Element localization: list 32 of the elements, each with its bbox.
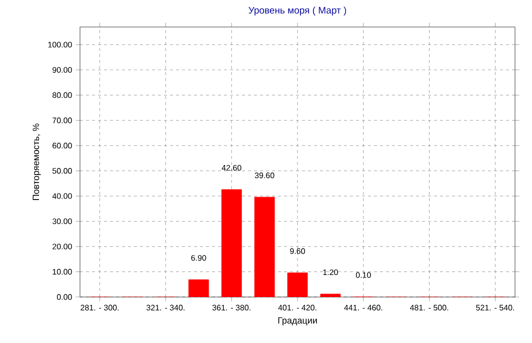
y-tick-label: 10.00 <box>52 268 72 275</box>
bar <box>287 272 308 297</box>
x-tick-label: 481. - 500. <box>410 304 448 310</box>
bar <box>221 189 242 297</box>
x-tick-label: 401. - 420. <box>278 304 316 310</box>
data-label: 0.10 <box>356 272 371 278</box>
y-tick-label: 50.00 <box>52 168 72 174</box>
y-tick-label: 60.00 <box>52 142 72 148</box>
bar <box>320 294 341 297</box>
y-tick-label: 0.00 <box>56 294 72 300</box>
data-label: 6.90 <box>191 255 206 261</box>
y-tick-label: 90.00 <box>52 67 72 73</box>
y-tick-label: 40.00 <box>52 193 72 199</box>
chart-title: Уровень моря ( Март ) <box>248 6 346 16</box>
y-tick-label: 30.00 <box>52 218 72 224</box>
bar <box>188 279 209 297</box>
y-tick-label: 70.00 <box>52 118 72 124</box>
x-tick-label: 521. - 540. <box>476 304 514 310</box>
data-label: 39.60 <box>254 172 274 178</box>
data-label: 9.60 <box>290 248 305 254</box>
y-tick-label: 80.00 <box>52 92 72 98</box>
data-label: 42.60 <box>222 164 242 171</box>
y-tick-label: 100.00 <box>48 42 72 48</box>
y-axis-title: Повторяемость, % <box>32 124 41 200</box>
x-tick-label: 321. - 340. <box>146 304 184 310</box>
x-tick-label: 441. - 460. <box>344 304 382 310</box>
bar <box>254 196 275 297</box>
x-tick-label: 281. - 300. <box>80 304 119 310</box>
data-label: 1.20 <box>323 269 338 276</box>
x-axis-title: Градации <box>278 317 317 326</box>
y-tick-label: 20.00 <box>52 244 72 250</box>
x-tick-label: 361. - 380. <box>212 304 250 310</box>
